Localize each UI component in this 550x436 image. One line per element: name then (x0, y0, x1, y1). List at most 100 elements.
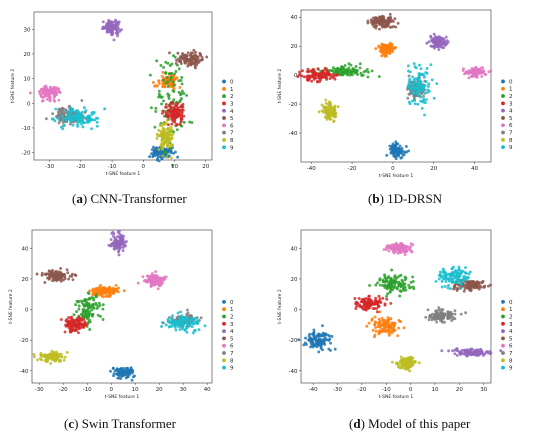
point (197, 328, 201, 332)
x-axis-label: t-SNE feature 1 (379, 173, 414, 179)
legend-marker (222, 138, 226, 142)
point (198, 58, 202, 62)
point (94, 295, 98, 299)
point (465, 277, 469, 280)
point (152, 152, 156, 156)
point (437, 35, 441, 39)
point (114, 283, 118, 287)
point (54, 278, 58, 281)
point (78, 114, 82, 117)
point (322, 339, 325, 343)
point (482, 353, 485, 357)
point (165, 75, 169, 79)
point (74, 303, 78, 307)
point (436, 38, 440, 42)
caption-b: (b) 1D-DRSN (368, 191, 443, 206)
point (441, 312, 445, 315)
point (191, 331, 195, 335)
legend-label: 4 (230, 109, 234, 115)
point (373, 326, 377, 330)
point (121, 239, 125, 243)
point (177, 319, 181, 323)
point (51, 353, 55, 357)
point (374, 47, 378, 51)
point (174, 70, 178, 73)
point (323, 115, 327, 119)
point (316, 67, 320, 71)
point (174, 328, 178, 332)
point (54, 90, 58, 94)
x-tick-label: 40 (204, 387, 211, 393)
point (409, 280, 413, 284)
point (460, 348, 464, 352)
point (164, 155, 168, 159)
point (373, 315, 377, 319)
point (378, 297, 382, 301)
legend-label: 5 (509, 116, 513, 122)
point (155, 146, 158, 150)
point (304, 336, 307, 340)
point (472, 72, 476, 76)
point (53, 119, 57, 123)
point (181, 53, 185, 57)
point (399, 149, 403, 153)
point (399, 289, 403, 293)
cluster-5 (35, 267, 78, 284)
point (156, 153, 160, 157)
point (411, 279, 415, 283)
x-tick-label: 40 (471, 166, 478, 172)
point (377, 317, 381, 321)
point (408, 70, 412, 74)
point (54, 273, 58, 277)
point (374, 16, 378, 20)
point (380, 25, 384, 29)
point (104, 294, 108, 298)
point (99, 314, 102, 318)
point (118, 246, 122, 250)
y-tick-label: 20 (291, 277, 298, 283)
point (468, 270, 472, 274)
point (360, 299, 364, 303)
point (110, 26, 114, 30)
point (374, 283, 378, 287)
x-tick-label: 20 (430, 166, 437, 172)
point (367, 321, 371, 325)
point (84, 313, 87, 317)
point (308, 332, 312, 336)
point (316, 335, 320, 338)
point (118, 367, 122, 371)
point (81, 116, 85, 120)
point (332, 74, 336, 78)
point (381, 323, 385, 326)
point (377, 294, 381, 298)
y-tick-label: -20 (289, 102, 298, 108)
point (115, 246, 119, 250)
y-tick-label: 40 (291, 246, 298, 252)
point (459, 272, 462, 276)
point (410, 99, 414, 103)
point (381, 329, 385, 333)
point (92, 298, 96, 302)
point (64, 108, 68, 112)
point (154, 84, 158, 88)
point (467, 76, 471, 80)
point (188, 53, 192, 57)
point (147, 278, 151, 282)
point (111, 366, 115, 370)
point (59, 267, 63, 270)
point (388, 12, 392, 16)
point (101, 20, 105, 24)
point (180, 82, 184, 86)
point (167, 325, 171, 329)
point (328, 77, 332, 81)
point (78, 119, 82, 123)
point (419, 83, 423, 86)
point (61, 114, 64, 118)
point (477, 281, 481, 285)
point (171, 314, 174, 318)
point (121, 249, 125, 252)
point (103, 286, 107, 290)
cluster-5 (452, 278, 493, 293)
point (397, 280, 401, 284)
